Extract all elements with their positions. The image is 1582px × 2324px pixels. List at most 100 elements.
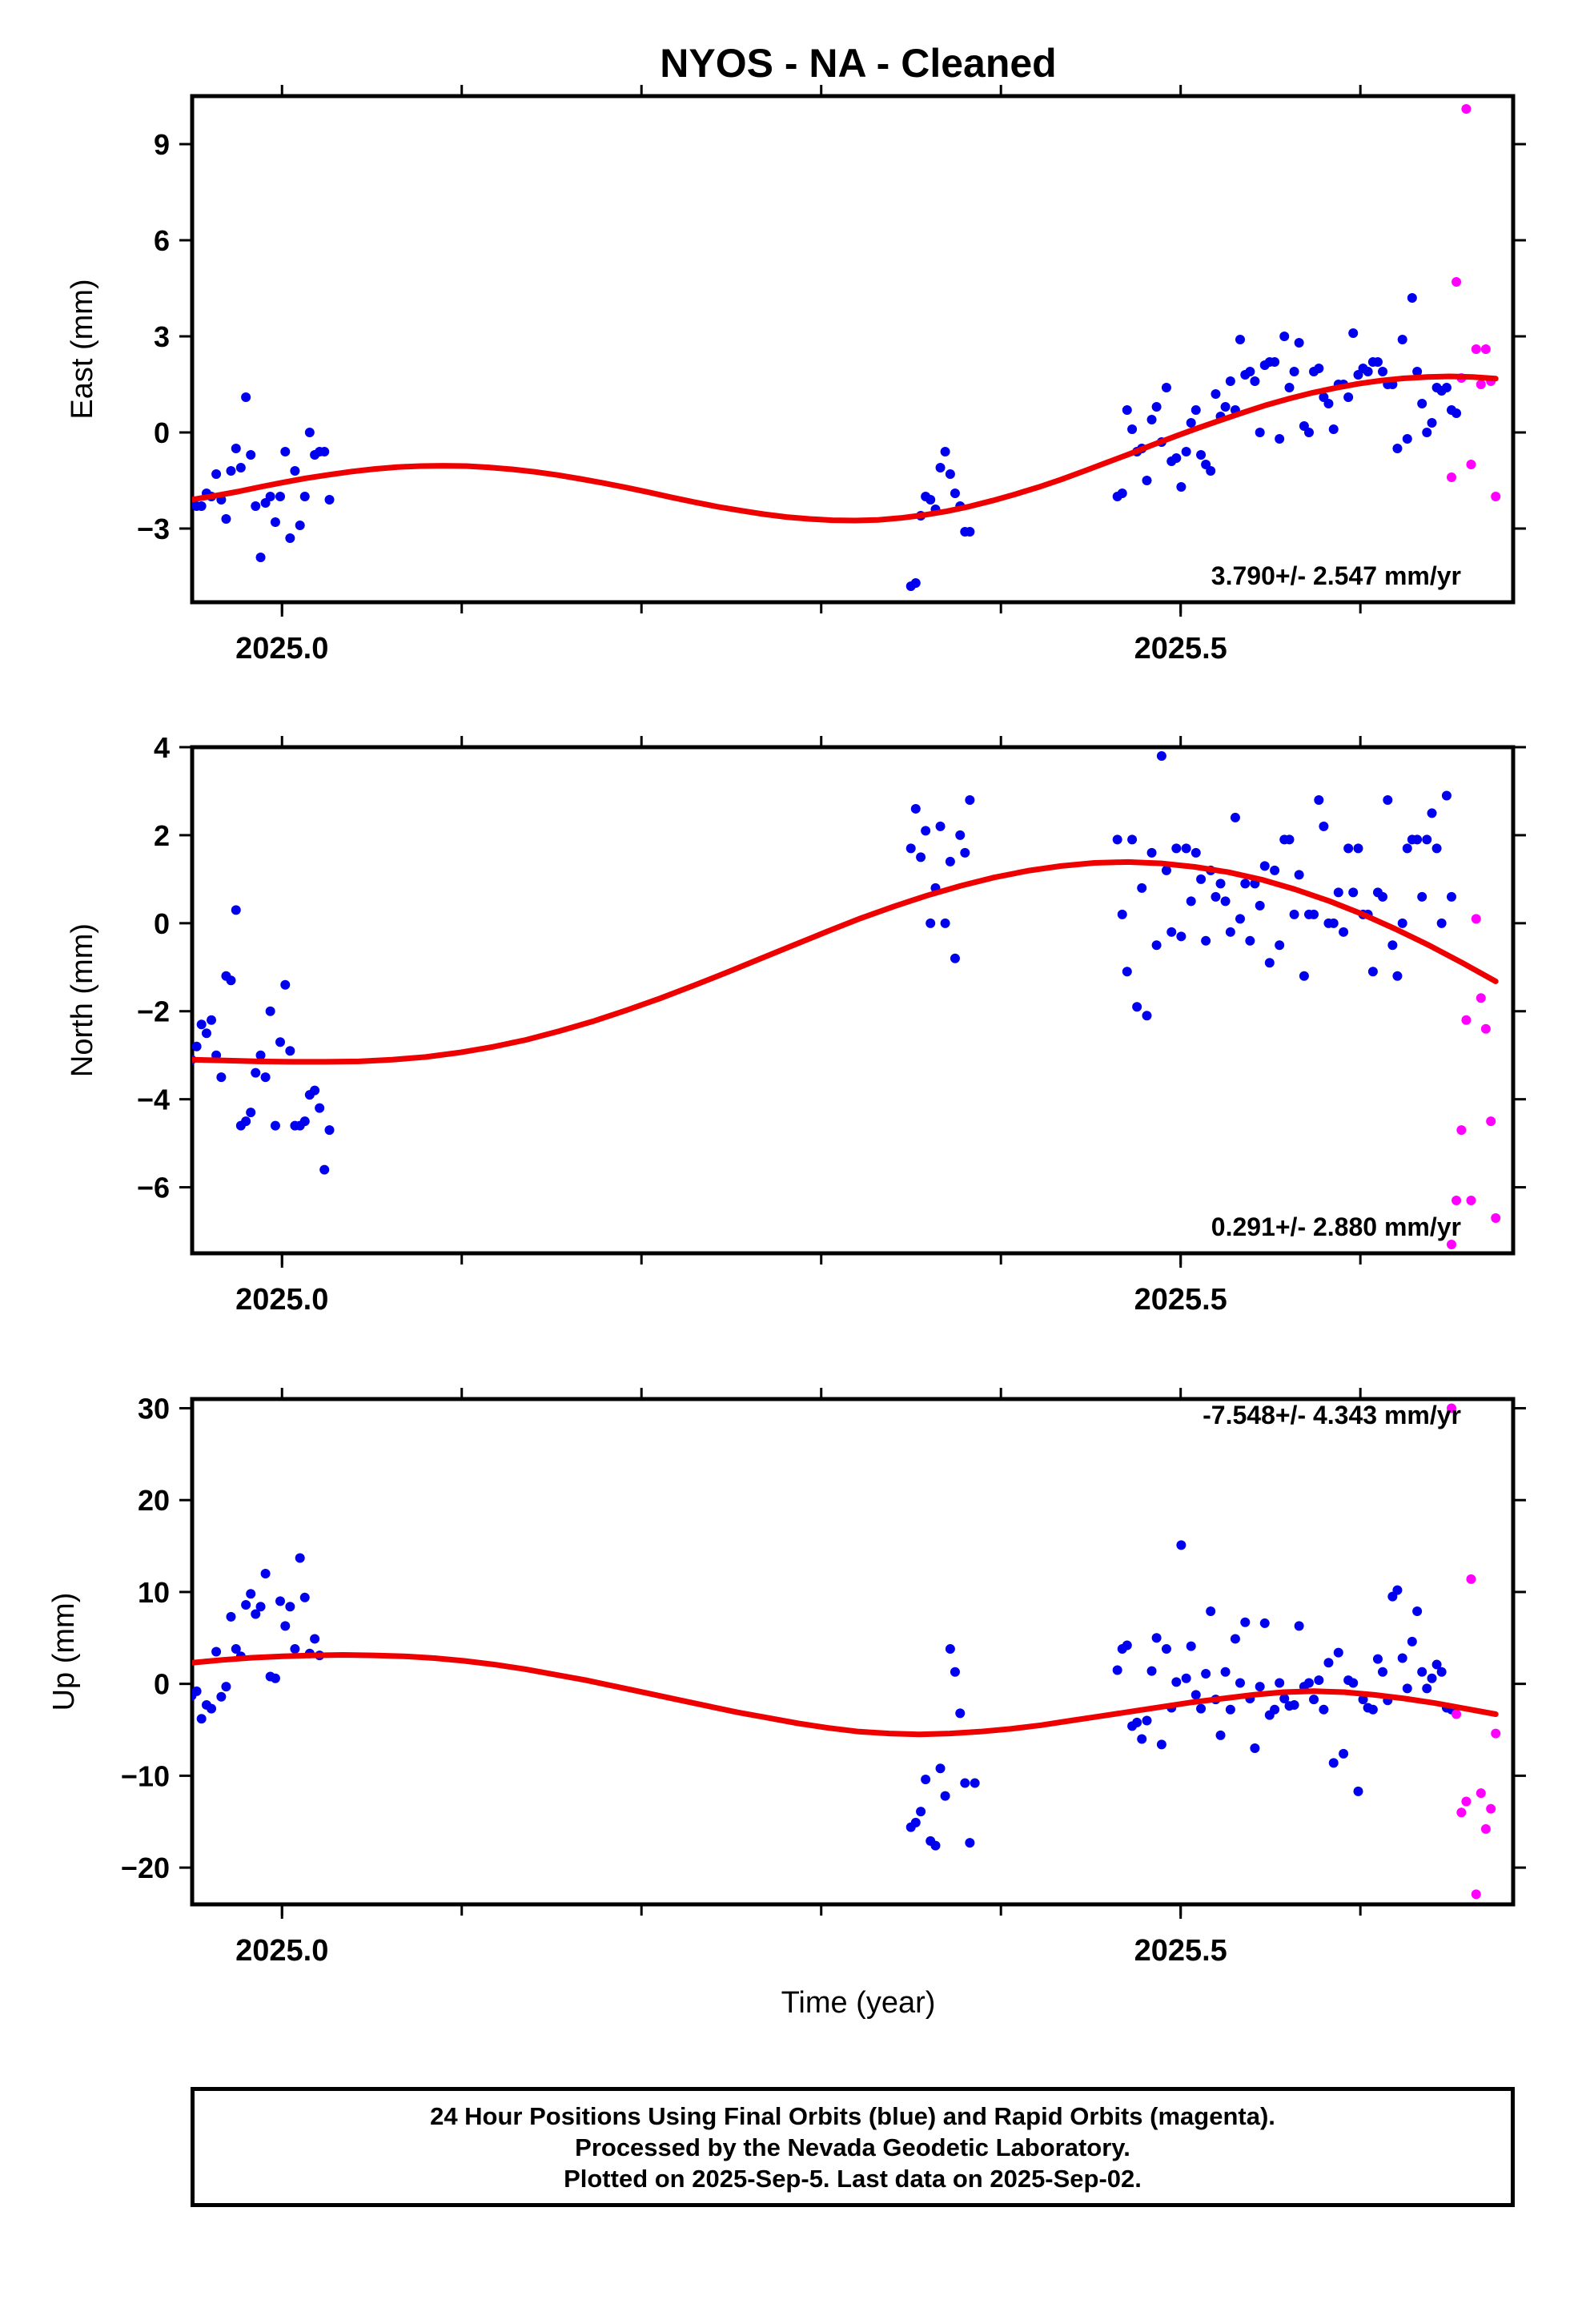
up-final-point <box>207 1703 217 1714</box>
north-final-point <box>246 1108 256 1118</box>
east-y-tick-label: 6 <box>154 224 170 257</box>
north-final-point <box>916 852 926 862</box>
north-rapid-point <box>1466 1196 1476 1206</box>
footer-line-2: Processed by the Nevada Geodetic Laborat… <box>575 2133 1130 2161</box>
up-rate-label: -7.548+/- 4.343 mm/yr <box>1203 1401 1461 1429</box>
up-y-tick-label: 30 <box>138 1392 170 1425</box>
up-final-point <box>1422 1683 1432 1694</box>
north-final-point <box>1201 935 1211 946</box>
east-final-point <box>1270 357 1280 367</box>
up-final-point <box>1176 1540 1186 1550</box>
east-final-point <box>241 392 251 402</box>
up-final-point <box>1427 1673 1437 1683</box>
north-final-point <box>1328 918 1339 928</box>
east-final-point <box>280 447 291 456</box>
north-final-point <box>310 1085 320 1096</box>
east-final-point <box>945 469 955 479</box>
up-final-point <box>1171 1677 1182 1687</box>
up-final-point <box>1259 1618 1270 1628</box>
north-x-tick-label: 2025.5 <box>1134 1283 1227 1317</box>
north-final-point <box>940 918 950 928</box>
east-rate-label: 3.790+/- 2.547 mm/yr <box>1211 561 1461 590</box>
up-final-point <box>1309 1695 1319 1705</box>
east-final-point <box>1206 466 1216 476</box>
east-final-point <box>1122 405 1132 415</box>
up-final-point <box>1122 1640 1132 1651</box>
up-final-point <box>216 1691 227 1702</box>
north-final-point <box>216 1072 227 1083</box>
up-final-point <box>295 1553 305 1563</box>
north-rapid-point <box>1491 1213 1501 1224</box>
up-final-point <box>960 1778 970 1788</box>
north-final-point <box>1436 918 1447 928</box>
north-final-point <box>1339 927 1349 937</box>
up-rapid-point <box>1491 1728 1501 1739</box>
up-final-point <box>965 1838 975 1848</box>
east-final-point <box>1343 392 1354 402</box>
north-final-point <box>1378 891 1388 902</box>
up-y-tick-label: 0 <box>154 1668 170 1701</box>
east-final-point <box>1392 444 1403 453</box>
footer-line-1: 24 Hour Positions Using Final Orbits (bl… <box>430 2101 1275 2130</box>
east-rapid-point <box>1480 344 1491 354</box>
north-final-point <box>1392 971 1403 981</box>
east-y-tick-label: 0 <box>154 416 170 449</box>
east-final-point <box>270 517 280 527</box>
up-final-point <box>1378 1667 1388 1677</box>
north-final-point <box>1289 909 1299 919</box>
north-final-point <box>1240 879 1251 889</box>
north-final-point <box>1151 940 1162 951</box>
up-final-point <box>1201 1669 1211 1679</box>
up-rapid-point <box>1486 1803 1496 1814</box>
north-final-point <box>1220 896 1231 907</box>
north-final-point <box>1171 843 1182 854</box>
north-final-point <box>1191 847 1201 858</box>
up-rapid-point <box>1461 1796 1472 1807</box>
east-y-tick-label: −3 <box>137 513 170 545</box>
up-final-point <box>1206 1606 1216 1617</box>
up-final-point <box>1191 1690 1201 1700</box>
east-y-tick-label: 3 <box>154 320 170 353</box>
north-final-point <box>1275 940 1285 951</box>
east-rapid-point <box>1471 344 1481 354</box>
up-final-point <box>1270 1704 1280 1715</box>
north-final-point <box>241 1116 251 1127</box>
north-final-point <box>319 1164 330 1175</box>
north-final-point <box>299 1116 310 1127</box>
up-final-point <box>1333 1647 1343 1658</box>
north-final-point <box>1259 861 1270 871</box>
north-final-point <box>1299 971 1309 981</box>
east-y-tick-label: 9 <box>154 128 170 161</box>
east-final-point <box>246 450 256 460</box>
north-final-point <box>192 1041 202 1051</box>
east-final-point <box>1452 408 1462 418</box>
up-final-point <box>1314 1675 1324 1686</box>
north-y-tick-label: 4 <box>154 731 170 764</box>
east-final-point <box>926 495 936 505</box>
up-rapid-point <box>1471 1889 1481 1900</box>
east-final-point <box>1181 447 1191 456</box>
up-rapid-point <box>1452 1709 1462 1719</box>
north-final-point <box>1132 1002 1142 1012</box>
east-final-point <box>1372 357 1383 367</box>
east-panel: 2025.0 2025.5 −3 0 3 6 9 East (mm) 3.790+/- 2.54… <box>66 85 1526 665</box>
east-final-point <box>299 492 310 501</box>
north-rapid-point <box>1452 1196 1462 1206</box>
east-final-point <box>1402 434 1412 444</box>
north-final-point <box>1417 891 1427 902</box>
up-final-point <box>1402 1683 1412 1694</box>
north-final-point <box>275 1037 285 1047</box>
east-final-point <box>1191 405 1201 415</box>
up-final-point <box>1151 1633 1162 1643</box>
x-axis-label: Time (year) <box>781 1986 936 2020</box>
up-fit-curve <box>192 1652 1499 1738</box>
east-final-point <box>221 514 231 524</box>
north-final-point <box>960 847 970 858</box>
up-final-point <box>1319 1704 1329 1715</box>
up-final-point <box>1275 1678 1285 1688</box>
up-final-point <box>1323 1658 1334 1668</box>
north-final-point <box>1447 891 1456 902</box>
up-final-point <box>1289 1700 1299 1711</box>
up-final-point <box>192 1686 202 1696</box>
east-final-point <box>950 489 960 498</box>
